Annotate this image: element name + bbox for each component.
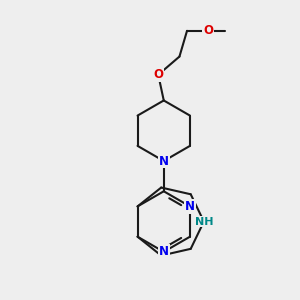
Text: N: N: [185, 200, 195, 213]
Text: N: N: [159, 154, 169, 167]
Text: N: N: [159, 245, 169, 258]
Text: O: O: [153, 68, 163, 81]
Text: NH: NH: [195, 217, 213, 226]
Text: O: O: [203, 24, 213, 37]
